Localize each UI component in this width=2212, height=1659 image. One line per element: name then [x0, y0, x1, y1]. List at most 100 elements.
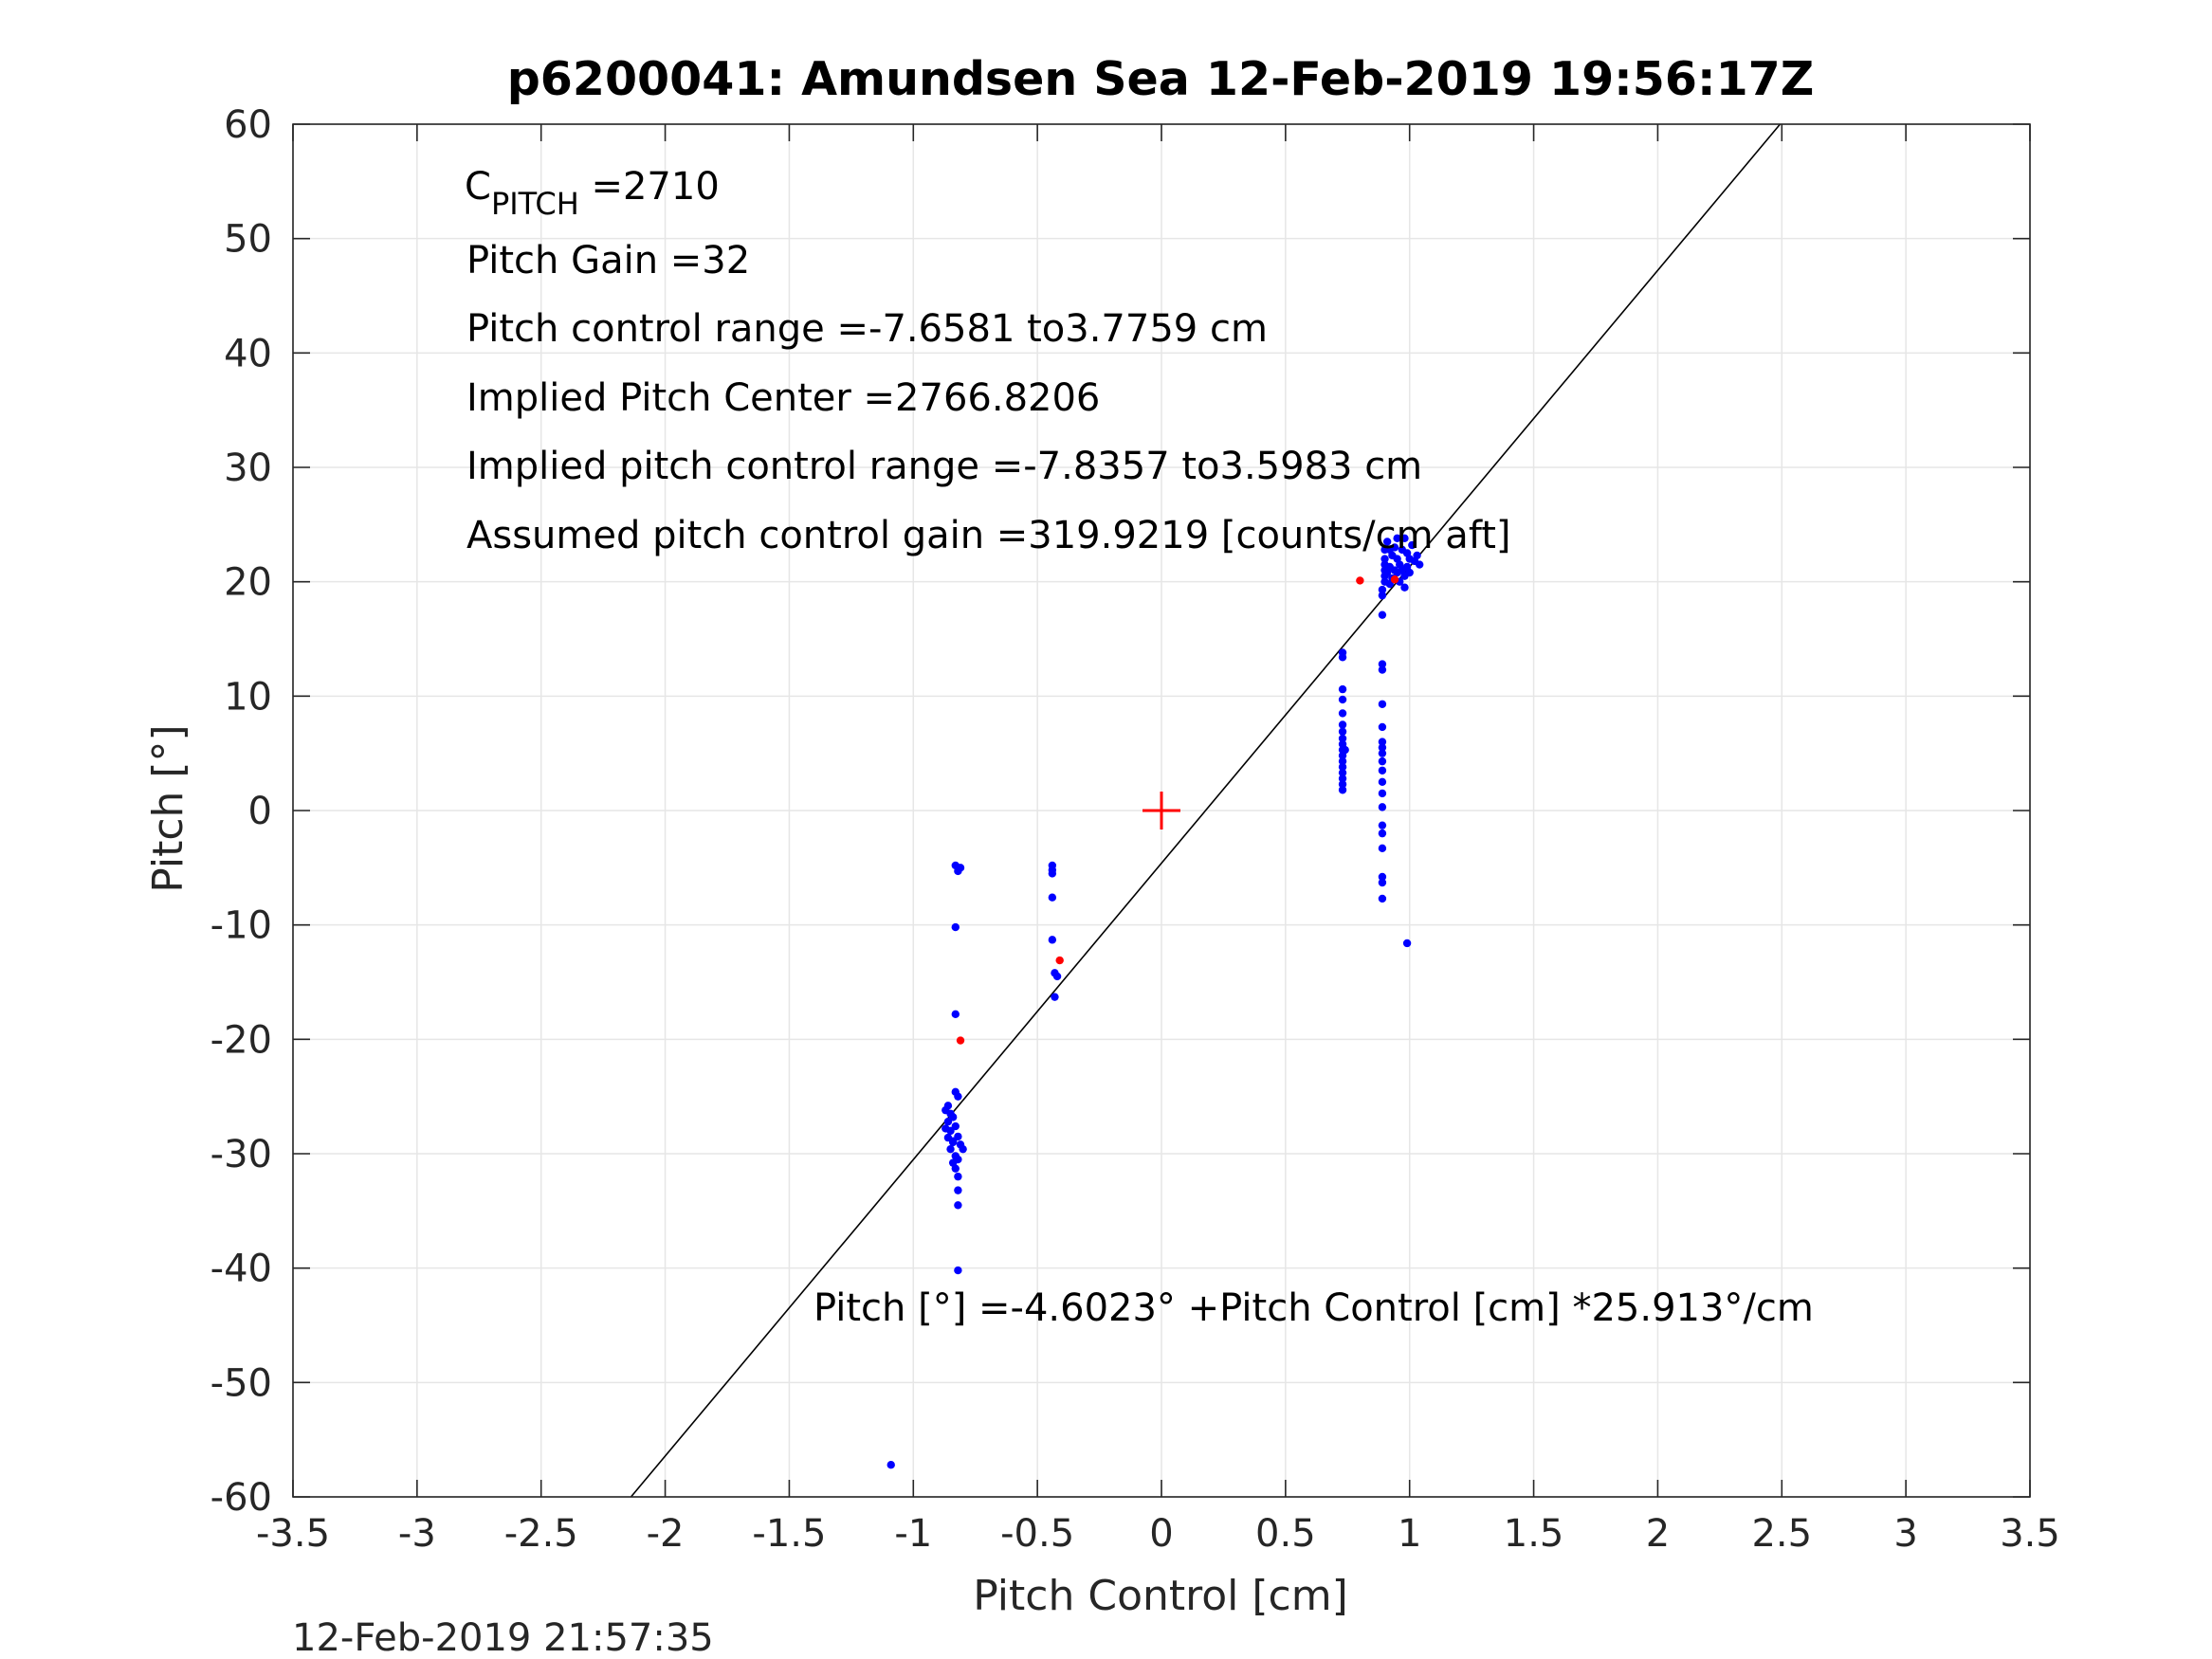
- data-point: [1380, 555, 1389, 563]
- axis-ticks: [292, 123, 2031, 1498]
- data-point: [1378, 777, 1387, 787]
- data-point: [1378, 591, 1387, 600]
- grid: [292, 123, 2031, 1498]
- x-tick-label: -1.5: [752, 1512, 826, 1556]
- c-pitch-annotation: CPITCH =2710: [465, 165, 720, 222]
- data-point: [1338, 648, 1347, 657]
- x-axis-label: Pitch Control [cm]: [973, 1572, 1348, 1620]
- data-point: [1338, 780, 1347, 789]
- highlight-point: [1356, 576, 1364, 585]
- x-tick-labels: -3.5 -3 -2.5 -2 -1.5 -1 -0.5 0 0.5 1 1.5 2 2.5 3 3.5: [256, 1512, 2060, 1556]
- data-point: [1405, 568, 1414, 577]
- data-point: [1408, 540, 1417, 550]
- y-tick-label: -40: [210, 1248, 272, 1291]
- data-point: [959, 1144, 967, 1154]
- pitch-control-range-annotation: Pitch control range =-7.6581 to3.7759 cm: [466, 307, 1268, 351]
- c-pitch-subscript: PITCH: [491, 186, 579, 222]
- data-point: [1338, 684, 1347, 694]
- implied-pitch-control-range-annotation: Implied pitch control range =-7.8357 to3…: [466, 445, 1422, 488]
- data-point: [951, 1164, 960, 1173]
- y-tick-label: -30: [210, 1133, 272, 1176]
- data-point: [1378, 894, 1387, 903]
- x-tick-label: 1.5: [1504, 1512, 1564, 1556]
- data-point: [1378, 803, 1387, 811]
- data-point: [1338, 757, 1347, 766]
- x-tick-label: -3.5: [256, 1512, 330, 1556]
- data-point: [1338, 768, 1347, 777]
- y-tick-label: 10: [224, 675, 272, 719]
- data-point: [1338, 775, 1347, 783]
- data-point: [946, 1109, 955, 1118]
- data-point: [1048, 869, 1057, 878]
- data-point: [1052, 972, 1062, 981]
- highlight-point: [1055, 956, 1064, 965]
- data-point: [1378, 872, 1387, 882]
- y-tick-label: 20: [224, 561, 272, 605]
- y-tick-label: 50: [224, 218, 272, 262]
- highlight-point: [1390, 575, 1399, 584]
- x-tick-label: -3: [398, 1512, 436, 1556]
- data-point: [1338, 695, 1347, 704]
- highlight-point: [956, 1036, 965, 1045]
- data-point: [951, 922, 960, 932]
- data-point: [954, 1172, 962, 1181]
- x-tick-label: 3: [1893, 1512, 1917, 1556]
- data-points: [887, 534, 1424, 1469]
- data-point: [1378, 789, 1387, 798]
- y-tick-label: -10: [210, 904, 272, 948]
- data-point: [887, 1461, 895, 1469]
- y-tick-label: -20: [210, 1018, 272, 1062]
- y-tick-label: 30: [224, 447, 272, 490]
- data-point: [951, 1087, 960, 1097]
- data-point: [1385, 545, 1394, 555]
- data-point: [1048, 893, 1057, 902]
- data-point: [951, 1152, 960, 1160]
- data-point: [1341, 745, 1349, 755]
- data-point: [1382, 568, 1392, 577]
- data-point: [1378, 757, 1387, 766]
- y-tick-label: 60: [224, 103, 272, 147]
- c-pitch-main: C: [465, 165, 491, 209]
- fit-line-layer: [630, 123, 1782, 1498]
- data-point: [1382, 538, 1392, 546]
- assumed-gain-annotation: Assumed pitch control gain =319.9219 [co…: [466, 514, 1510, 557]
- pitch-gain-annotation: Pitch Gain =32: [466, 239, 750, 283]
- x-tick-label: 0.5: [1255, 1512, 1316, 1556]
- data-point: [1378, 749, 1387, 757]
- data-point: [1378, 743, 1387, 752]
- data-point: [1378, 766, 1387, 775]
- y-tick-label: -50: [210, 1361, 272, 1405]
- data-point: [943, 1102, 953, 1110]
- data-point: [951, 1121, 960, 1131]
- fit-equation-annotation: Pitch [°] =-4.6023° +Pitch Control [cm] …: [814, 1286, 1814, 1330]
- data-point: [1393, 534, 1401, 543]
- data-point: [948, 1137, 958, 1145]
- data-point: [1413, 551, 1421, 560]
- data-point: [1378, 665, 1387, 674]
- x-tick-label: 1: [1398, 1512, 1421, 1556]
- y-axis-label: Pitch [°]: [144, 724, 192, 892]
- implied-pitch-center-annotation: Implied Pitch Center =2766.8206: [466, 376, 1100, 420]
- chart-title: p6200041: Amundsen Sea 12-Feb-2019 19:56…: [507, 52, 1815, 106]
- data-point: [1378, 844, 1387, 853]
- data-point: [1378, 821, 1387, 830]
- y-tick-label: 0: [248, 790, 272, 833]
- data-point: [1378, 738, 1387, 746]
- data-point: [941, 1124, 950, 1133]
- y-tick-labels: -60 -50 -40 -30 -20 -10 0 10 20 30 40 50 60: [210, 103, 272, 1520]
- data-point: [1378, 878, 1387, 887]
- data-point: [1378, 660, 1387, 668]
- data-point: [1402, 939, 1412, 948]
- x-tick-label: 2: [1646, 1512, 1670, 1556]
- timestamp: 12-Feb-2019 21:57:35: [292, 1616, 714, 1659]
- y-tick-label: 40: [224, 332, 272, 375]
- fit-line: [630, 123, 1782, 1498]
- data-point: [1400, 583, 1409, 592]
- data-point: [1378, 611, 1387, 619]
- data-point: [1378, 700, 1387, 708]
- data-point: [1048, 936, 1057, 944]
- data-point: [946, 1144, 955, 1154]
- x-tick-label: -2: [647, 1512, 685, 1556]
- c-pitch-value: =2710: [579, 165, 720, 209]
